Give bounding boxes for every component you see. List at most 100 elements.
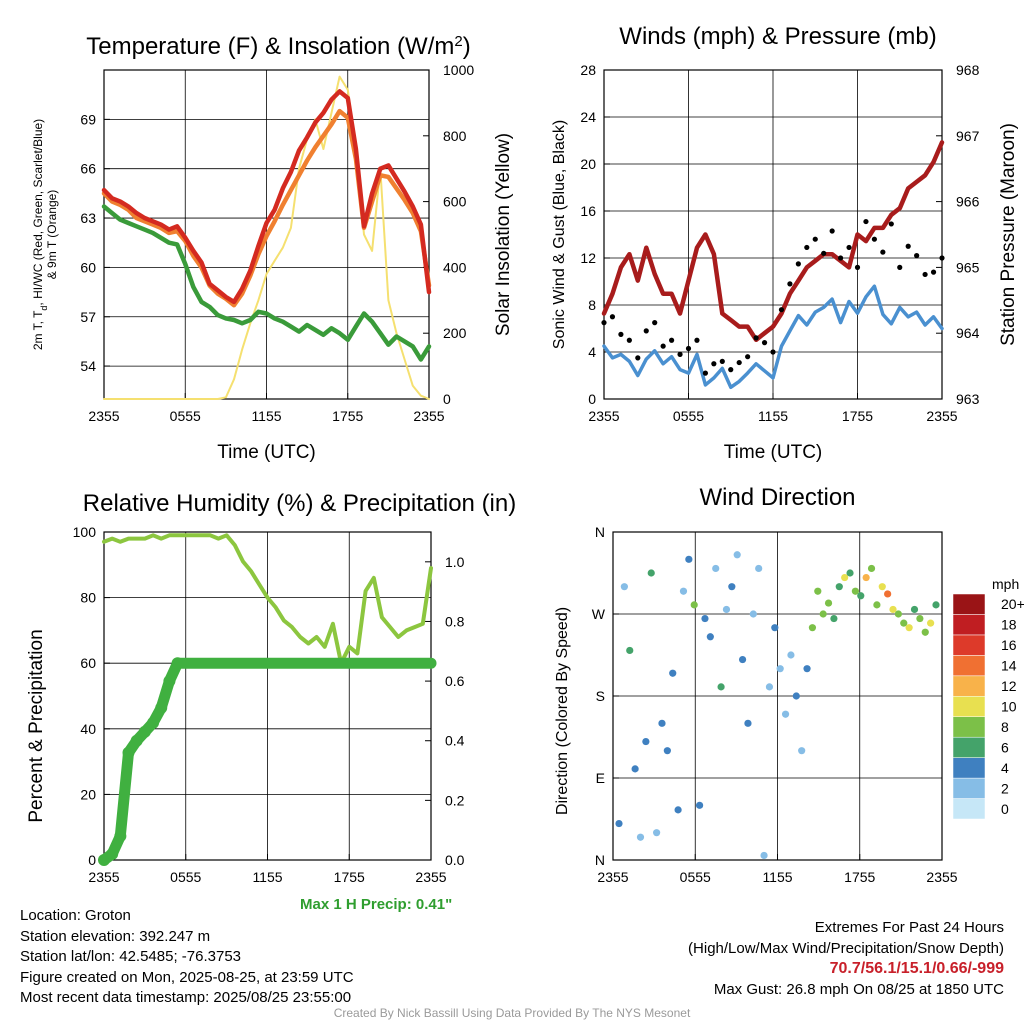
temp-ylabel: 2m T, Td, HI/WC (Red, Green, Scarlet/Blu…: [31, 119, 49, 350]
gust-point: [897, 264, 903, 270]
colorbar-label: 10: [1001, 699, 1017, 715]
precipitation-point: [114, 830, 127, 843]
wind-direction-point: [760, 851, 768, 860]
wdir-ytick-label: E: [596, 770, 605, 786]
colorbar-title: mph: [992, 576, 1019, 592]
wind-direction-point: [803, 665, 811, 673]
wind-direction-point: [733, 551, 741, 559]
wind-direction-point: [685, 555, 693, 563]
sonic-wind-series: [602, 284, 944, 390]
wind-direction-point: [755, 564, 763, 573]
extremes-info: Extremes For Past 24 Hours (High/Low/Max…: [688, 918, 1004, 1000]
wind-direction-point: [674, 806, 682, 814]
wdir-ytick-label: N: [595, 524, 605, 540]
wind-direction-point: [927, 619, 935, 627]
wind-ytick-label: 8: [588, 297, 596, 313]
relative-humidity-series: [102, 533, 433, 666]
wind-direction-point: [695, 801, 704, 809]
rh-xtick-label: 1755: [334, 869, 365, 885]
wind-direction-point: [867, 564, 876, 573]
gust-point: [626, 337, 632, 343]
temp-y2tick-label: 0: [443, 391, 451, 407]
wind-ytick-label: 24: [580, 109, 596, 125]
wind-y2tick-label: 963: [956, 391, 980, 407]
wind-direction-point: [647, 569, 655, 577]
gust-point: [829, 228, 835, 234]
wind-direction-point: [841, 573, 849, 582]
temp-y2tick-label: 600: [443, 194, 467, 210]
temp-xtick-label: 2355: [88, 408, 119, 424]
winds-panel: 2355 0555 1155 1755 235504812162024289639649…: [551, 23, 1019, 463]
elevation-text: Station elevation: 392.247 m: [20, 927, 211, 945]
created-text: Figure created on Mon, 2025-08-25, at 23…: [20, 968, 354, 986]
wind-ytick-label: 0: [588, 391, 596, 407]
wind-direction-point: [787, 651, 795, 659]
gust-point: [660, 343, 666, 349]
rh-ytick-label: 60: [80, 655, 96, 671]
wind-direction-point: [620, 583, 628, 591]
temp-2m-series: [101, 89, 432, 305]
extremes-subtitle: (High/Low/Max Wind/Precipitation/Snow De…: [688, 939, 1004, 957]
temp-ytick-label: 60: [80, 259, 96, 275]
rh-xtick-label: 1155: [252, 869, 282, 885]
wdir-xtick-label: 2355: [926, 869, 957, 885]
rh-y2tick-label: 1.0: [445, 554, 465, 570]
wind-direction-point: [846, 569, 854, 577]
temp-xtick-label: 1755: [332, 408, 363, 424]
wind-direction-point: [792, 692, 800, 700]
rh-ylabel: Percent & Precipitation: [26, 629, 47, 822]
temp-xtick-label: 0555: [170, 408, 201, 424]
wind-direction-point: [781, 710, 790, 718]
wind-direction-point: [690, 601, 698, 609]
wdir-xtick-label: 0555: [680, 869, 711, 885]
precipitation-point: [122, 746, 135, 759]
gust-point: [753, 335, 759, 341]
wind-y2tick-label: 967: [956, 128, 980, 144]
precipitation-point: [155, 701, 168, 714]
colorbar-label: 12: [1001, 678, 1017, 694]
wdir-xtick-label: 1155: [762, 869, 792, 885]
temp-ytick-label: 57: [80, 309, 96, 325]
temp-ytick-label: 63: [80, 210, 96, 226]
wind-direction-point: [631, 765, 639, 773]
wind-y2tick-label: 965: [956, 259, 980, 275]
rh-ytick-label: 80: [80, 590, 96, 606]
temp-ytick-label: 66: [80, 161, 96, 177]
gust-point: [922, 271, 928, 278]
gust-point: [846, 244, 852, 251]
precipitation-point: [138, 725, 151, 738]
gust-point: [821, 250, 827, 256]
wind-direction-point: [717, 683, 725, 691]
temp-xtick-label: 2355: [413, 408, 444, 424]
wind-ylabel: Sonic Wind & Gust (Blue, Black): [551, 120, 568, 349]
wdir-ytick-label: N: [595, 852, 605, 868]
wind-direction-point: [765, 683, 774, 691]
precipitation-point: [171, 657, 184, 670]
wdir-xtick-label: 2355: [597, 869, 628, 885]
gust-point: [736, 359, 742, 366]
location-text: Location: Groton: [20, 907, 131, 924]
gust-point: [677, 351, 683, 357]
gust-point: [930, 269, 937, 275]
wind-direction-point: [889, 605, 897, 614]
wdir-ylabel: Direction (Colored By Speed): [554, 607, 571, 815]
gust-point: [643, 328, 649, 334]
rh-xtick-label: 0555: [170, 869, 201, 885]
wind-title: Winds (mph) & Pressure (mb): [619, 23, 936, 50]
colorbar-label: 0: [1001, 801, 1009, 817]
wind-direction-point: [636, 833, 645, 841]
gust-point: [609, 314, 616, 320]
temp-title: Temperature (F) & Insolation (W/m2): [86, 33, 470, 61]
wind-direction-point: [626, 646, 634, 655]
wind-direction-point: [679, 587, 688, 595]
gust-point: [888, 221, 894, 227]
rh-y2tick-label: 0.4: [445, 733, 465, 749]
wdir-xtick-label: 1755: [844, 869, 875, 885]
wdir-title: Wind Direction: [699, 484, 855, 511]
wind-direction-point: [669, 669, 677, 677]
wind-direction-point: [798, 747, 806, 755]
rh-ytick-label: 0: [88, 852, 96, 868]
dewpoint-series: [101, 204, 432, 362]
gust-point: [711, 361, 717, 367]
